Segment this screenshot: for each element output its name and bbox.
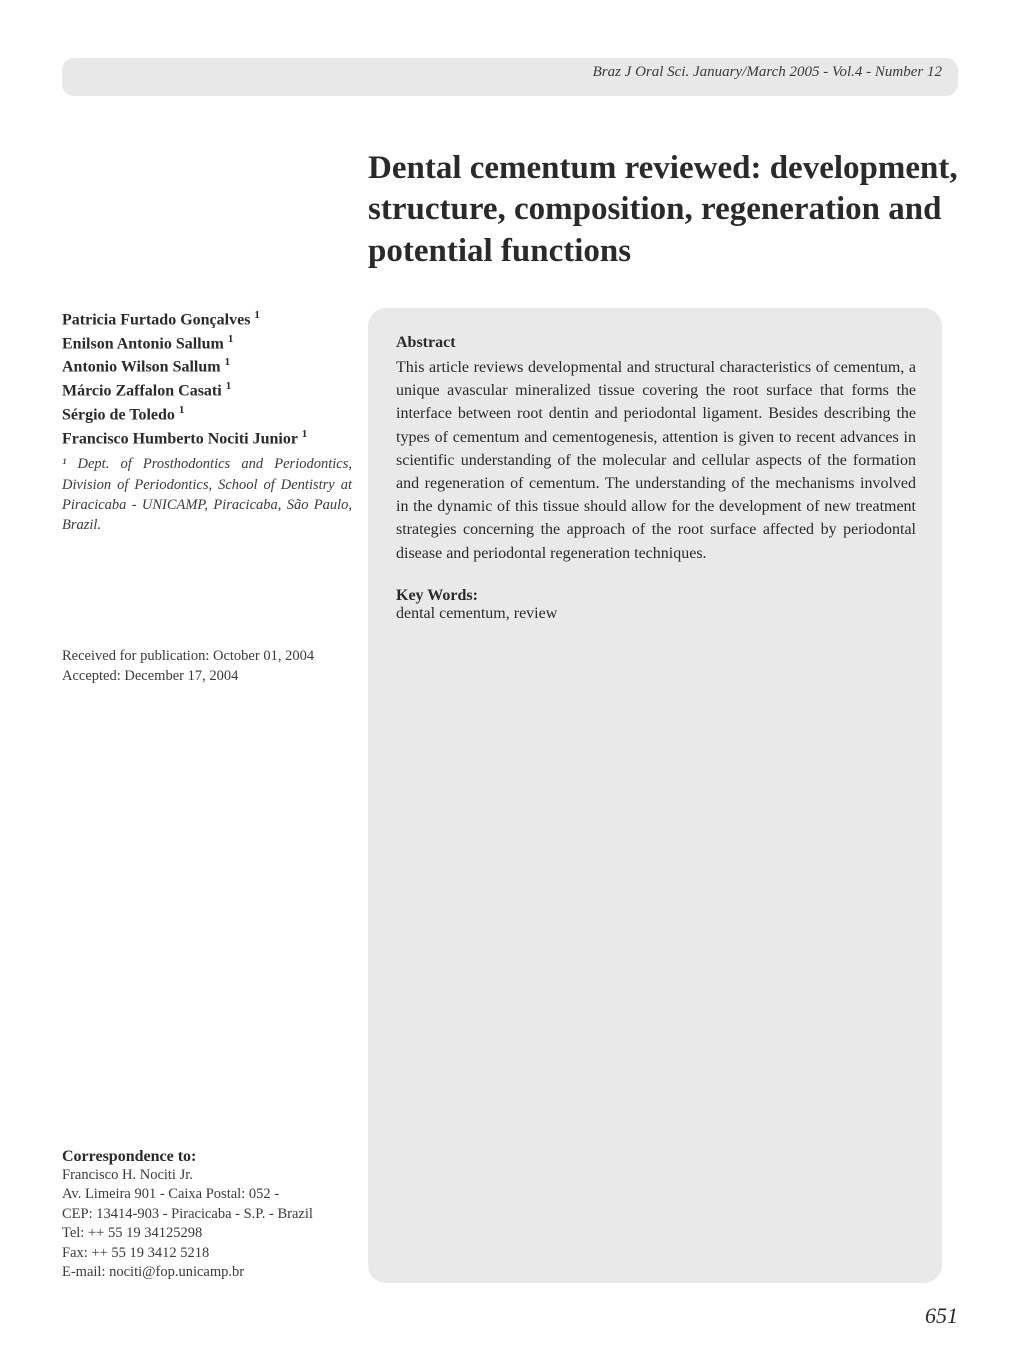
author-name: Enilson Antonio Sallum 1 bbox=[62, 332, 352, 356]
author-name: Márcio Zaffalon Casati 1 bbox=[62, 379, 352, 403]
author-sup: 1 bbox=[254, 309, 260, 321]
journal-header: Braz J Oral Sci. January/March 2005 - Vo… bbox=[593, 64, 942, 81]
correspondence-line: Tel: ++ 55 19 34125298 bbox=[62, 1224, 352, 1244]
correspondence-line: CEP: 13414-903 - Piracicaba - S.P. - Bra… bbox=[62, 1205, 352, 1225]
correspondence-line: Fax: ++ 55 19 3412 5218 bbox=[62, 1244, 352, 1264]
page-number: 651 bbox=[925, 1303, 958, 1329]
correspondence-line: E-mail: nociti@fop.unicamp.br bbox=[62, 1263, 352, 1283]
correspondence-body: Francisco H. Nociti Jr. Av. Limeira 901 … bbox=[62, 1166, 352, 1283]
author-name: Francisco Humberto Nociti Junior 1 bbox=[62, 427, 352, 451]
keywords-heading: Key Words: bbox=[396, 587, 916, 605]
affiliation: ¹ Dept. of Prosthodontics and Periodonti… bbox=[62, 454, 352, 535]
accepted-date: Accepted: December 17, 2004 bbox=[62, 666, 352, 686]
author-sup: 1 bbox=[226, 380, 232, 392]
author-text: Márcio Zaffalon Casati bbox=[62, 382, 222, 399]
abstract-panel: Abstract This article reviews developmen… bbox=[368, 308, 942, 1283]
author-list: Patricia Furtado Gonçalves 1 Enilson Ant… bbox=[62, 308, 352, 450]
page: Braz J Oral Sci. January/March 2005 - Vo… bbox=[0, 0, 1020, 1361]
keywords-body: dental cementum, review bbox=[396, 605, 916, 623]
article-title-block: Dental cementum reviewed: development, s… bbox=[368, 148, 958, 272]
left-column: Patricia Furtado Gonçalves 1 Enilson Ant… bbox=[62, 308, 352, 686]
author-text: Sérgio de Toledo bbox=[62, 406, 175, 423]
author-text: Francisco Humberto Nociti Junior bbox=[62, 430, 298, 447]
correspondence-block: Correspondence to: Francisco H. Nociti J… bbox=[62, 1148, 352, 1283]
author-text: Antonio Wilson Sallum bbox=[62, 359, 221, 376]
author-text: Enilson Antonio Sallum bbox=[62, 335, 224, 352]
abstract-heading: Abstract bbox=[396, 334, 916, 352]
author-name: Patricia Furtado Gonçalves 1 bbox=[62, 308, 352, 332]
received-block: Received for publication: October 01, 20… bbox=[62, 646, 352, 687]
correspondence-line: Francisco H. Nociti Jr. bbox=[62, 1166, 352, 1186]
received-date: Received for publication: October 01, 20… bbox=[62, 646, 352, 666]
article-title: Dental cementum reviewed: development, s… bbox=[368, 148, 958, 272]
author-sup: 1 bbox=[225, 356, 231, 368]
author-name: Sérgio de Toledo 1 bbox=[62, 403, 352, 427]
author-sup: 1 bbox=[179, 404, 185, 416]
author-text: Patricia Furtado Gonçalves bbox=[62, 311, 250, 328]
author-name: Antonio Wilson Sallum 1 bbox=[62, 355, 352, 379]
correspondence-line: Av. Limeira 901 - Caixa Postal: 052 - bbox=[62, 1185, 352, 1205]
author-sup: 1 bbox=[228, 333, 234, 345]
author-sup: 1 bbox=[302, 428, 308, 440]
correspondence-heading: Correspondence to: bbox=[62, 1148, 352, 1166]
abstract-body: This article reviews developmental and s… bbox=[396, 356, 916, 565]
